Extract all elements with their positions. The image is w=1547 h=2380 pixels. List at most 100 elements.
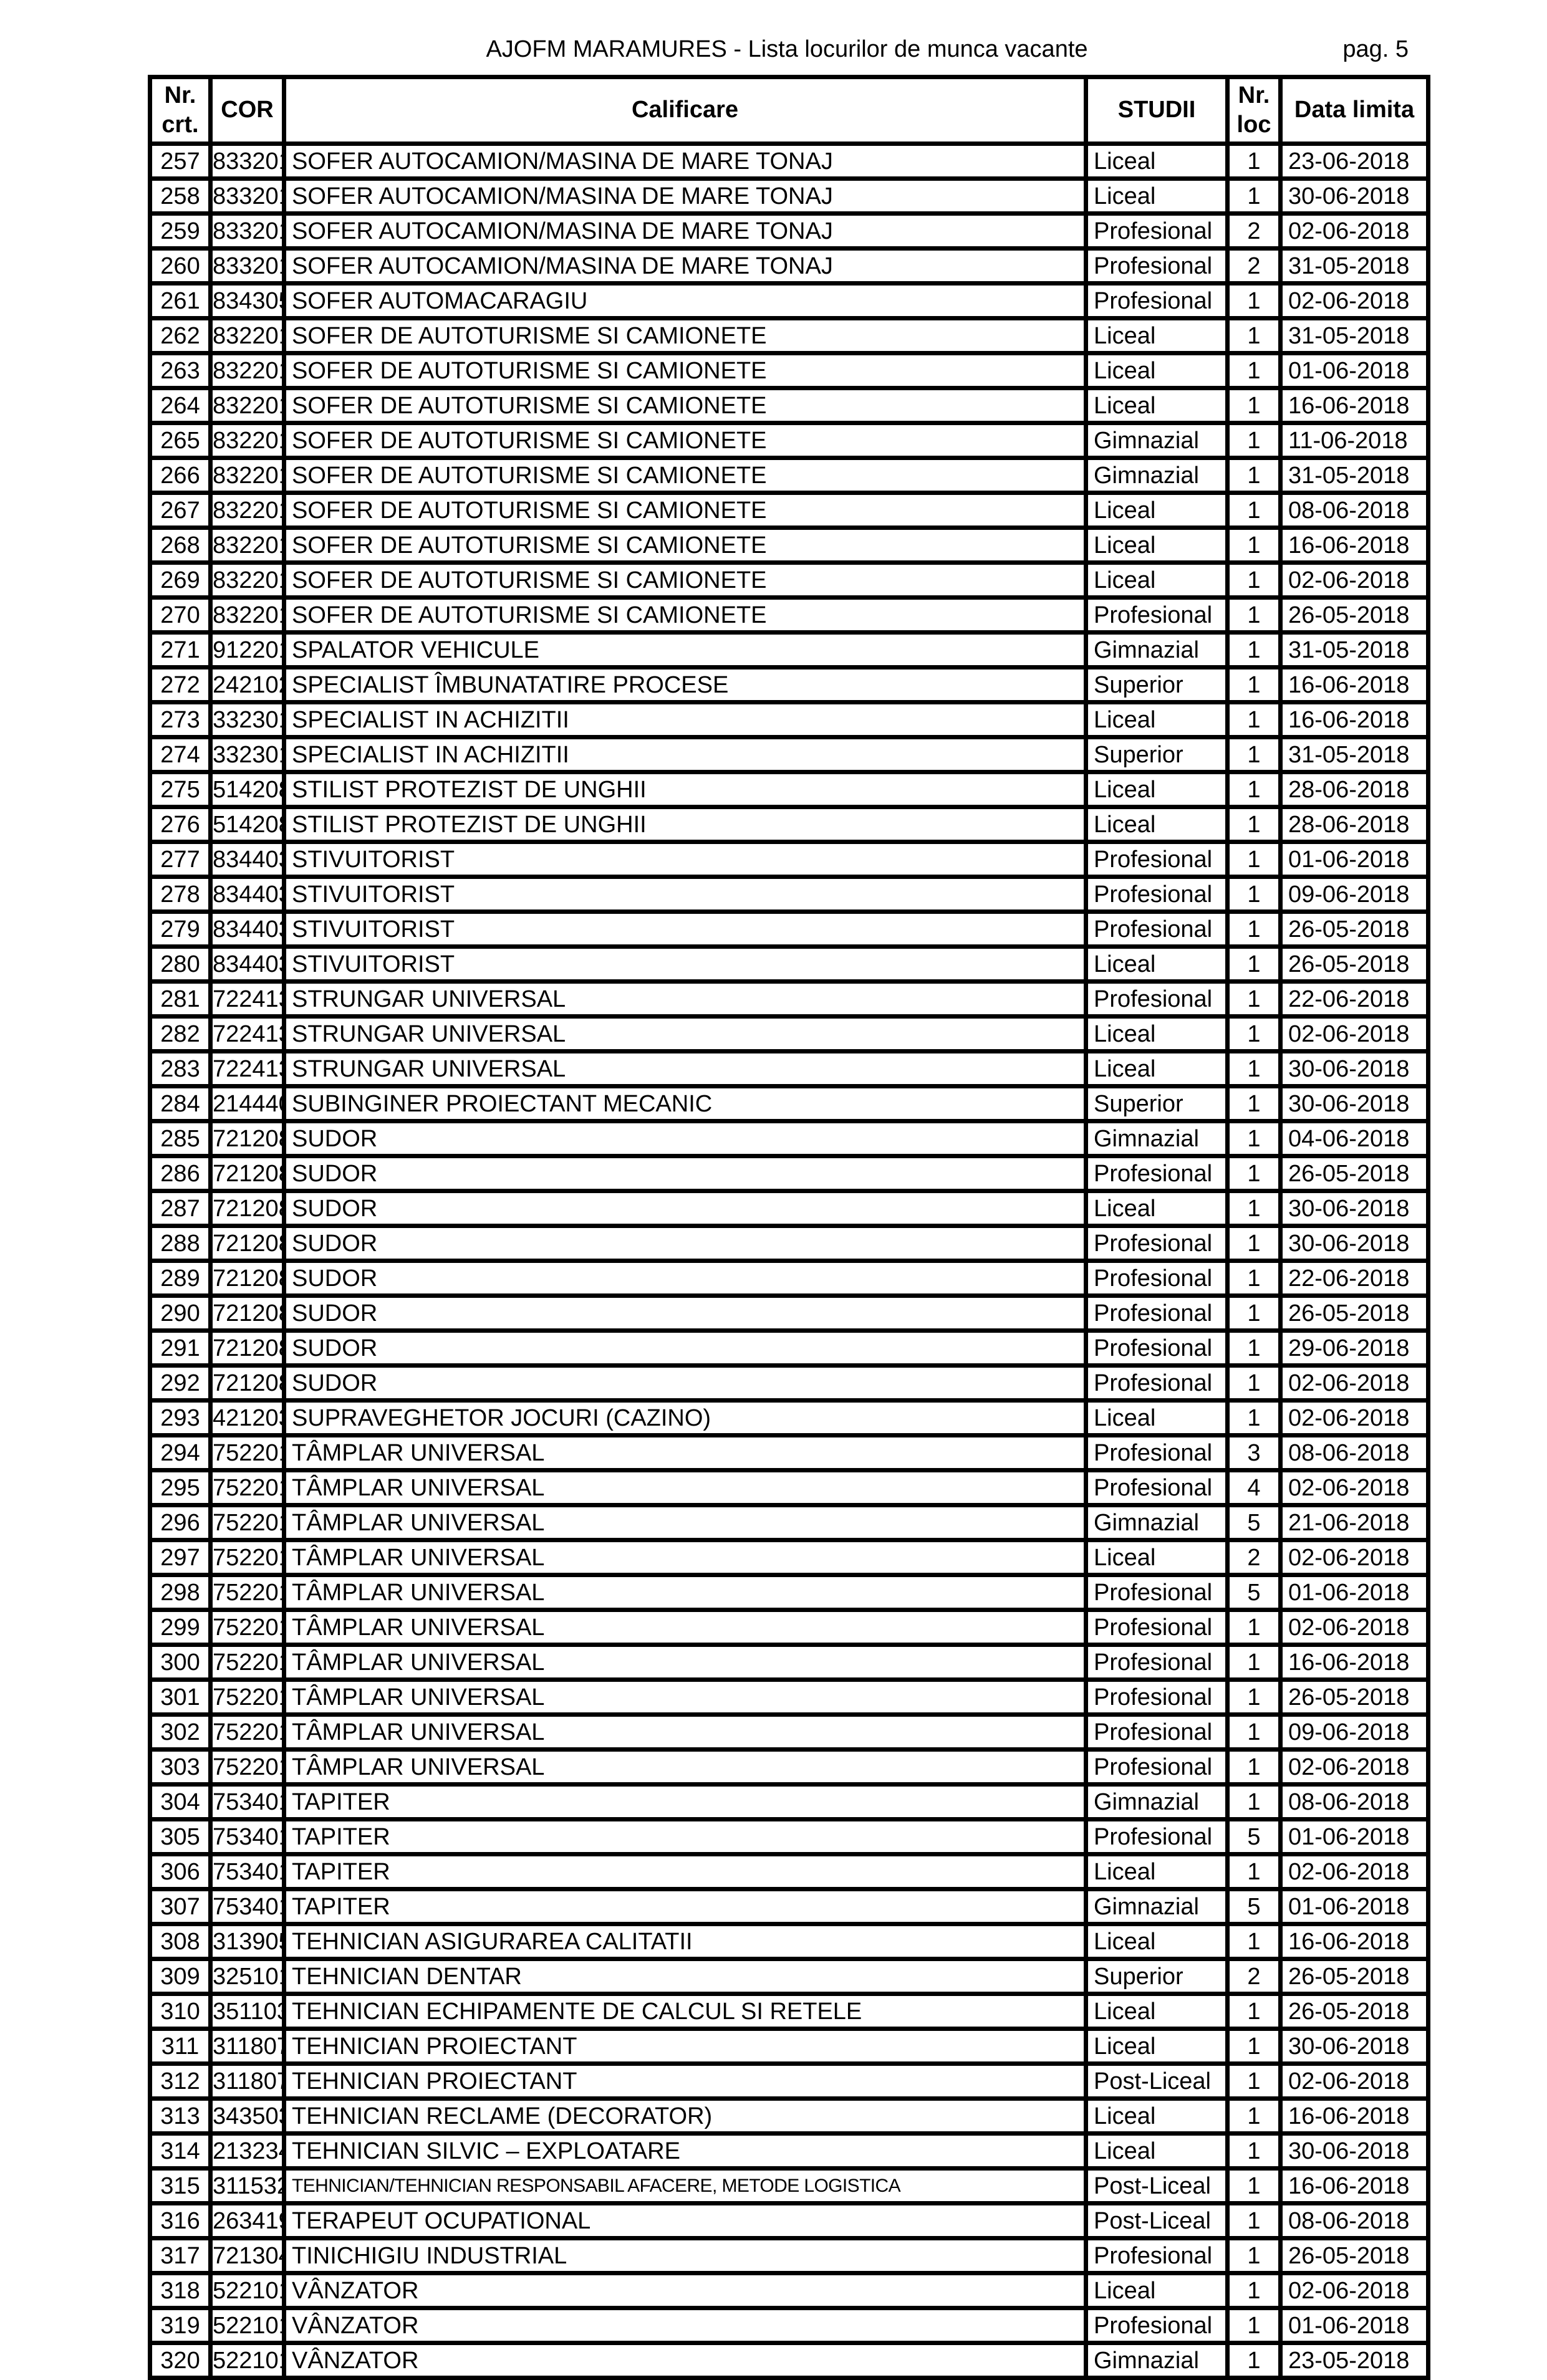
cell-studii: Profesional (1084, 1224, 1230, 1263)
cell-studii: Liceal (1084, 2096, 1230, 2136)
cell-calificare: STIVUITORIST (282, 944, 1088, 984)
cell-studii: Profesional (1084, 1608, 1230, 1647)
cell-studii: Liceal (1084, 491, 1230, 530)
cell-calificare: VÂNZATOR (282, 2341, 1088, 2380)
page-number: pag. 5 (1342, 36, 1409, 62)
cell-calificare: SOFER DE AUTOTURISME SI CAMIONETE (282, 491, 1088, 530)
cell-nr-loc: 1 (1225, 1677, 1283, 1717)
cell-data-limita: 26-05-2018 (1278, 2236, 1430, 2275)
header-nr-loc-line1: Nr. (1238, 82, 1270, 108)
cell-data-limita: 02-06-2018 (1278, 1747, 1430, 1787)
cell-studii: Liceal (1084, 770, 1230, 809)
table-row: 257 833201 SOFER AUTOCAMION/MASINA DE MA… (148, 142, 1430, 181)
cell-nr-crt: 320 (148, 2341, 213, 2380)
table-row: 319 522101 VÂNZATOR Profesional 1 01-06-… (148, 2306, 1430, 2345)
cell-nr-loc: 1 (1225, 142, 1283, 181)
cell-nr-loc: 1 (1225, 735, 1283, 774)
cell-cor: 832201 (208, 421, 286, 460)
cell-cor: 752201 (208, 1573, 286, 1612)
cell-nr-crt: 312 (148, 2061, 213, 2101)
cell-nr-loc: 1 (1225, 1154, 1283, 1193)
cell-calificare: TAPITER (282, 1852, 1088, 1891)
cell-nr-crt: 275 (148, 770, 213, 809)
cell-studii: Liceal (1084, 316, 1230, 355)
cell-studii: Profesional (1084, 840, 1230, 879)
cell-nr-loc: 5 (1225, 1817, 1283, 1856)
cell-studii: Gimnazial (1084, 1119, 1230, 1158)
cell-nr-crt: 277 (148, 840, 213, 879)
cell-calificare: TEHNICIAN ECHIPAMENTE DE CALCUL SI RETEL… (282, 1992, 1088, 2031)
cell-nr-crt: 297 (148, 1538, 213, 1577)
table-body: 257 833201 SOFER AUTOCAMION/MASINA DE MA… (148, 142, 1430, 2380)
cell-cor: 752201 (208, 1503, 286, 1542)
cell-studii: Liceal (1084, 351, 1230, 390)
table-row: 268 832201 SOFER DE AUTOTURISME SI CAMIO… (148, 525, 1430, 565)
cell-studii: Post-Liceal (1084, 2061, 1230, 2101)
cell-nr-loc: 1 (1225, 1014, 1283, 1053)
cell-cor: 832201 (208, 525, 286, 565)
cell-nr-crt: 302 (148, 1712, 213, 1752)
table-header: Nr. crt. COR Calificare STUDII Nr. loc D… (148, 75, 1430, 146)
cell-studii: Gimnazial (1084, 456, 1230, 495)
table-row: 293 421203 SUPRAVEGHETOR JOCURI (CAZINO)… (148, 1398, 1430, 1437)
cell-data-limita: 02-06-2018 (1278, 1852, 1430, 1891)
cell-data-limita: 02-06-2018 (1278, 2061, 1430, 2101)
cell-nr-loc: 4 (1225, 1468, 1283, 1507)
cell-calificare: TÂMPLAR UNIVERSAL (282, 1468, 1088, 1507)
cell-nr-crt: 258 (148, 176, 213, 216)
cell-cor: 514208 (208, 805, 286, 844)
table-row: 274 332301 SPECIALIST IN ACHIZITII Super… (148, 735, 1430, 774)
cell-nr-loc: 1 (1225, 944, 1283, 984)
cell-nr-crt: 257 (148, 142, 213, 181)
table-row: 298 752201 TÂMPLAR UNIVERSAL Profesional… (148, 1573, 1430, 1612)
cell-studii: Gimnazial (1084, 421, 1230, 460)
cell-studii: Liceal (1084, 805, 1230, 844)
cell-nr-crt: 309 (148, 1957, 213, 1996)
table-row: 296 752201 TÂMPLAR UNIVERSAL Gimnazial 5… (148, 1503, 1430, 1542)
table-row: 308 313905 TEHNICIAN ASIGURAREA CALITATI… (148, 1922, 1430, 1961)
cell-nr-crt: 264 (148, 386, 213, 425)
cell-cor: 722413 (208, 979, 286, 1019)
header-data-limita: Data limita (1278, 75, 1430, 146)
cell-cor: 514208 (208, 770, 286, 809)
cell-nr-crt: 310 (148, 1992, 213, 2031)
table-row: 312 311807 TEHNICIAN PROIECTANT Post-Lic… (148, 2061, 1430, 2101)
cell-data-limita: 02-06-2018 (1278, 1014, 1430, 1053)
cell-nr-crt: 274 (148, 735, 213, 774)
cell-cor: 332301 (208, 700, 286, 739)
cell-nr-loc: 1 (1225, 1398, 1283, 1437)
cell-nr-crt: 289 (148, 1259, 213, 1298)
cell-cor: 752201 (208, 1712, 286, 1752)
table-row: 275 514208 STILIST PROTEZIST DE UNGHII L… (148, 770, 1430, 809)
cell-data-limita: 08-06-2018 (1278, 2201, 1430, 2240)
cell-studii: Profesional (1084, 1328, 1230, 1368)
cell-cor: 834403 (208, 944, 286, 984)
cell-studii: Profesional (1084, 1573, 1230, 1612)
cell-calificare: SOFER AUTOCAMION/MASINA DE MARE TONAJ (282, 246, 1088, 286)
cell-studii: Profesional (1084, 1747, 1230, 1787)
cell-data-limita: 16-06-2018 (1278, 1643, 1430, 1682)
cell-data-limita: 01-06-2018 (1278, 1817, 1430, 1856)
cell-calificare: SOFER DE AUTOTURISME SI CAMIONETE (282, 316, 1088, 355)
cell-cor: 721208 (208, 1154, 286, 1193)
cell-cor: 721304 (208, 2236, 286, 2275)
table-row: 284 214440 SUBINGINER PROIECTANT MECANIC… (148, 1084, 1430, 1123)
cell-nr-crt: 295 (148, 1468, 213, 1507)
cell-cor: 722413 (208, 1049, 286, 1088)
cell-studii: Liceal (1084, 2027, 1230, 2066)
cell-studii: Profesional (1084, 1468, 1230, 1507)
cell-nr-crt: 307 (148, 1887, 213, 1926)
cell-data-limita: 01-06-2018 (1278, 351, 1430, 390)
cell-cor: 753401 (208, 1782, 286, 1821)
cell-studii: Liceal (1084, 1189, 1230, 1228)
cell-nr-crt: 260 (148, 246, 213, 286)
cell-data-limita: 11-06-2018 (1278, 421, 1430, 460)
header-studii: STUDII (1084, 75, 1230, 146)
cell-cor: 421203 (208, 1398, 286, 1437)
cell-cor: 832201 (208, 456, 286, 495)
cell-data-limita: 16-06-2018 (1278, 2096, 1430, 2136)
cell-data-limita: 28-06-2018 (1278, 770, 1430, 809)
table-row: 272 242102 SPECIALIST ÎMBUNATATIRE PROCE… (148, 665, 1430, 704)
cell-data-limita: 16-06-2018 (1278, 665, 1430, 704)
cell-data-limita: 02-06-2018 (1278, 2271, 1430, 2310)
